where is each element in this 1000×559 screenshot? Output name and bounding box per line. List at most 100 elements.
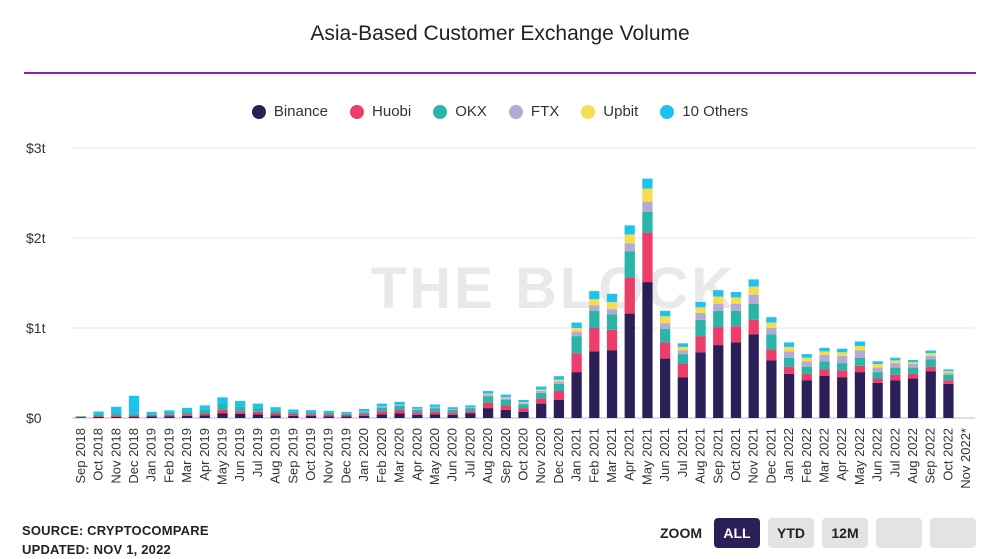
x-tick-label: Mar 2022 <box>817 428 832 483</box>
bar-segment-ftx <box>908 364 918 368</box>
x-tick-label: Jul 2021 <box>675 428 690 477</box>
watermark: THE BLOCK <box>371 256 736 321</box>
x-tick-label: Sep 2019 <box>285 428 300 484</box>
bar-segment-okx <box>359 412 369 414</box>
zoom-ytd-button[interactable]: YTD <box>768 518 814 548</box>
bar-segment-huobi <box>872 378 882 383</box>
bar-segment-okx <box>306 412 316 414</box>
bar-segment-10-others <box>890 358 900 361</box>
bar-segment-upbit <box>660 316 670 323</box>
bar-segment-huobi <box>324 414 334 416</box>
x-tick-label: Mar 2020 <box>392 428 407 483</box>
bar-segment-ftx <box>766 328 776 334</box>
bar-segment-10-others <box>536 387 546 390</box>
x-tick-label: Jun 2019 <box>232 428 247 482</box>
bar-segment-10-others <box>394 402 404 405</box>
bar-segment-ftx <box>518 403 528 404</box>
bar-segment-huobi <box>501 405 511 410</box>
bar-segment-okx <box>713 311 723 327</box>
zoom-extra-button-1[interactable] <box>876 518 922 548</box>
bar-segment-okx <box>501 400 511 405</box>
x-tick-label: Jan 2022 <box>781 428 796 482</box>
bar-segment-10-others <box>625 225 635 234</box>
bar-segment-10-others <box>518 400 528 402</box>
bar-segment-huobi <box>518 408 528 412</box>
bar-segment-huobi <box>926 367 936 372</box>
bar-segment-okx <box>625 252 635 278</box>
x-tick-label: Sep 2021 <box>710 428 725 484</box>
bar-segment-ftx <box>695 313 705 320</box>
bar-segment-ftx <box>855 351 865 358</box>
x-tick-label: Dec 2020 <box>551 428 566 484</box>
bar-segment-binance <box>129 417 139 418</box>
bar-segment-okx <box>607 315 617 330</box>
x-tick-label: Apr 2021 <box>622 428 637 481</box>
updated-text: UPDATED: NOV 1, 2022 <box>22 540 209 559</box>
bar-segment-10-others <box>749 279 759 286</box>
bar-segment-okx <box>200 410 210 414</box>
bar-segment-binance <box>660 359 670 418</box>
bar-segment-10-others <box>943 369 953 371</box>
bar-segment-huobi <box>625 278 635 314</box>
bar-segment-upbit <box>678 347 688 351</box>
bar-segment-upbit <box>872 364 882 368</box>
bar-segment-upbit <box>554 380 564 382</box>
bar-segment-ftx <box>872 368 882 373</box>
bar-segment-ftx <box>412 409 422 410</box>
bar-segment-binance <box>306 416 316 418</box>
bar-segment-binance <box>483 408 493 418</box>
bar-segment-10-others <box>253 404 263 409</box>
bar-segment-10-others <box>607 294 617 302</box>
bar-segment-10-others <box>678 343 688 347</box>
bar-segment-binance <box>430 414 440 418</box>
bar-segment-upbit <box>819 351 829 355</box>
bar-segment-binance <box>377 414 387 418</box>
bar-segment-binance <box>642 282 652 418</box>
bar-segment-okx <box>324 413 334 415</box>
bar-segment-ftx <box>359 411 369 412</box>
bar-segment-binance <box>731 342 741 418</box>
bar-segment-upbit <box>713 297 723 304</box>
bar-segment-ftx <box>501 398 511 400</box>
bar-segment-10-others <box>501 395 511 398</box>
bar-segment-binance <box>766 360 776 418</box>
bar-segment-okx <box>731 311 741 326</box>
x-tick-label: Jan 2019 <box>144 428 159 482</box>
bar-segment-okx <box>465 408 475 411</box>
bar-segment-10-others <box>784 342 794 347</box>
bar-segment-huobi <box>147 415 157 416</box>
bar-segment-upbit <box>855 346 865 351</box>
bar-segment-binance <box>890 380 900 418</box>
bar-segment-upbit <box>943 371 953 373</box>
bar-segment-okx <box>943 375 953 380</box>
bar-segment-okx <box>235 406 245 411</box>
bar-segment-upbit <box>749 287 759 295</box>
bar-segment-huobi <box>908 374 918 379</box>
bar-segment-upbit <box>607 302 617 309</box>
bar-segment-10-others <box>377 404 387 407</box>
bar-segment-huobi <box>412 413 422 415</box>
zoom-12m-button[interactable]: 12M <box>822 518 868 548</box>
bar-segment-huobi <box>713 327 723 345</box>
x-tick-label: May 2021 <box>639 428 654 485</box>
x-tick-label: Jan 2020 <box>356 428 371 482</box>
x-tick-label: May 2019 <box>215 428 230 485</box>
x-tick-label: Sep 2018 <box>73 428 88 484</box>
x-tick-label: Apr 2022 <box>834 428 849 481</box>
bar-segment-huobi <box>394 410 404 414</box>
bar-segment-ftx <box>589 306 599 311</box>
bar-segment-huobi <box>607 330 617 351</box>
x-tick-label: Dec 2021 <box>763 428 778 484</box>
zoom-all-button[interactable]: ALL <box>714 518 760 548</box>
x-tick-label: Dec 2018 <box>126 428 141 484</box>
bar-segment-huobi <box>341 415 351 416</box>
bar-segment-okx <box>483 396 493 402</box>
zoom-extra-button-2[interactable] <box>930 518 976 548</box>
bar-segment-ftx <box>731 304 741 311</box>
bar-segment-binance <box>394 414 404 419</box>
bar-segment-10-others <box>306 410 316 412</box>
bar-segment-binance <box>802 380 812 418</box>
bar-segment-upbit <box>642 189 652 203</box>
bar-segment-huobi <box>448 413 458 415</box>
bar-segment-okx <box>270 410 280 413</box>
